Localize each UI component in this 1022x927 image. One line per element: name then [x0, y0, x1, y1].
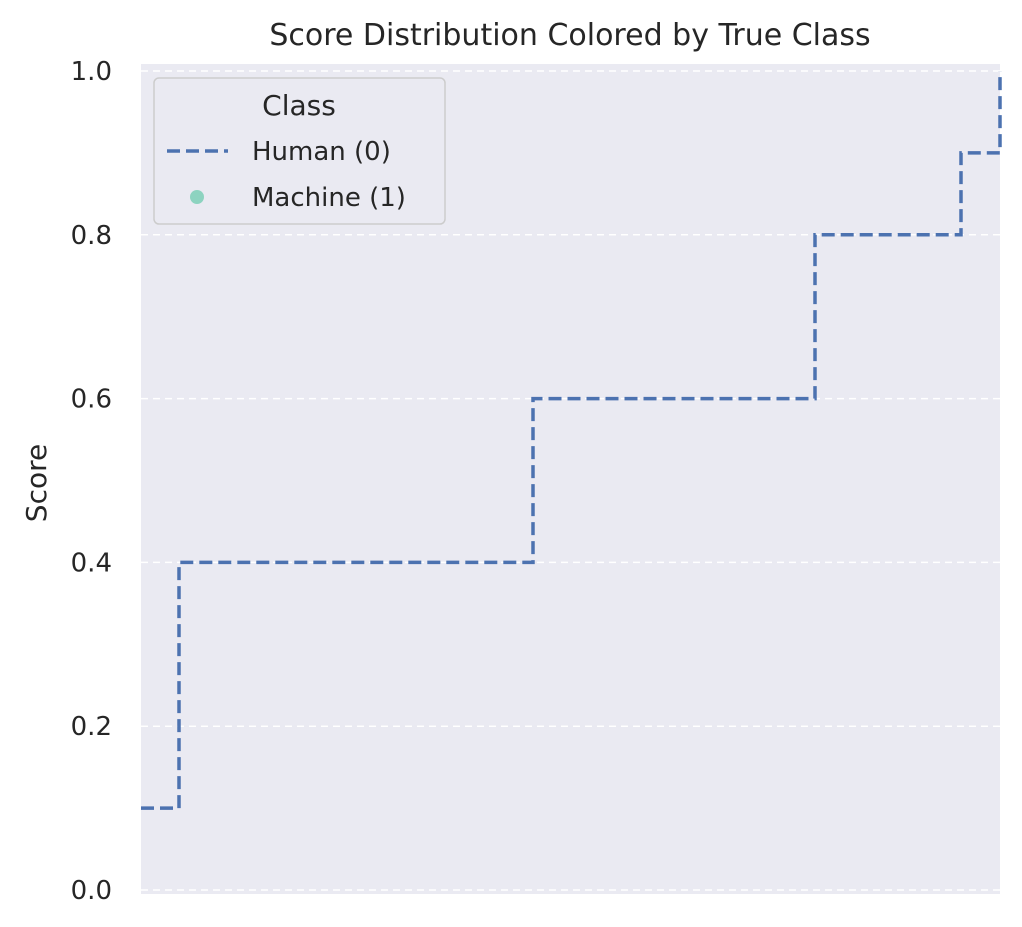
legend-title: Class	[262, 89, 336, 122]
legend-machine-marker	[190, 190, 204, 204]
chart-title: Score Distribution Colored by True Class	[269, 18, 870, 53]
y-tick-label: 0.8	[71, 221, 112, 251]
series-group	[141, 71, 1002, 810]
y-tick-label: 0.4	[71, 548, 112, 578]
y-tick-label: 0.0	[71, 876, 112, 906]
legend-box	[153, 77, 446, 225]
legend-human-label: Human (0)	[252, 137, 391, 167]
y-tick-label: 0.2	[71, 712, 112, 742]
y-axis-label: Score	[20, 444, 53, 522]
y-tick-label: 0.6	[71, 385, 112, 415]
legend: Class Human (0) Machine (1)	[153, 77, 446, 225]
y-tick-label: 1.0	[71, 57, 112, 87]
y-tick-labels: 0.0 0.2 0.4 0.6 0.8 1.0	[71, 57, 112, 906]
legend-machine-label: Machine (1)	[252, 183, 406, 213]
human-series-step-line	[141, 71, 1002, 810]
